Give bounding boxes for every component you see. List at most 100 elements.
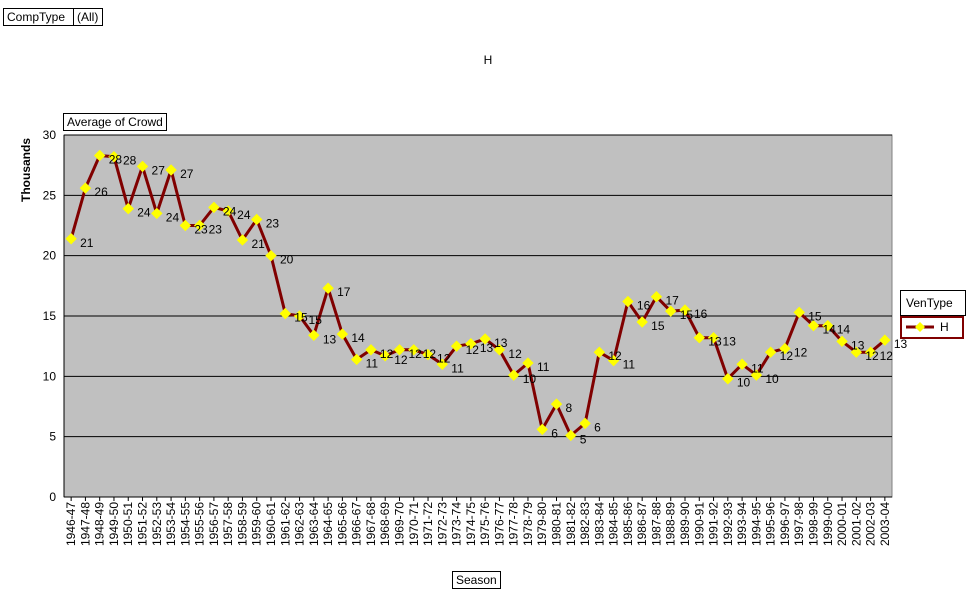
data-label: 21 [80, 236, 94, 250]
x-tick-label: 1991-92 [707, 502, 721, 546]
data-point [393, 344, 406, 356]
y-tick-label: 20 [43, 249, 57, 263]
x-tick-label: 1973-74 [450, 502, 464, 546]
legend-field-button[interactable]: VenType [900, 290, 966, 316]
x-tick-label: 1971-72 [421, 502, 435, 546]
data-label: 15 [309, 313, 323, 327]
data-point [879, 334, 891, 346]
x-tick-label: 2001-02 [849, 502, 863, 546]
data-field-button[interactable]: Average of Crowd [63, 113, 167, 131]
data-point [265, 249, 277, 262]
x-tick-label: 1946-47 [64, 502, 78, 546]
data-label: 12 [437, 352, 451, 366]
x-tick-label: 1978-79 [521, 502, 535, 546]
data-label: 15 [680, 308, 694, 322]
data-label: 23 [266, 216, 280, 230]
data-label: 5 [580, 432, 587, 446]
data-point [236, 234, 249, 246]
x-tick-label: 1983-84 [592, 502, 606, 546]
x-tick-label: 1965-66 [335, 502, 349, 546]
series-markers [65, 149, 891, 442]
y-tick-label: 15 [43, 309, 57, 323]
x-tick-label: 1992-93 [721, 502, 735, 546]
x-tick-label: 1961-62 [278, 502, 292, 546]
x-tick-label: 1990-91 [692, 502, 706, 546]
x-tick-label: 1957-58 [221, 502, 235, 546]
data-label: 24 [237, 208, 251, 222]
legend-swatch-marker [915, 322, 925, 332]
data-label: 15 [808, 309, 822, 323]
x-tick-label: 1950-51 [121, 502, 135, 546]
x-tick-label: 1999-00 [821, 502, 835, 546]
x-tick-label: 1956-57 [207, 502, 221, 546]
data-point [722, 373, 734, 385]
data-label: 21 [251, 237, 265, 251]
data-point [779, 342, 791, 355]
filter-field-label[interactable]: CompType [3, 8, 75, 26]
data-label: 11 [751, 361, 764, 375]
y-tick-label: 0 [49, 490, 56, 504]
data-label: 28 [123, 154, 137, 168]
y-tick-label: 10 [43, 369, 57, 383]
data-point [636, 316, 648, 328]
x-tick-label: 1962-63 [293, 502, 307, 546]
data-point [122, 202, 134, 215]
data-label: 12 [394, 353, 408, 367]
x-tick-label: 1969-70 [392, 502, 406, 546]
data-point [607, 354, 620, 367]
data-point [93, 149, 106, 162]
data-point [550, 398, 563, 410]
data-point [507, 369, 520, 381]
x-tick-label: 1974-75 [464, 502, 478, 546]
x-tick-label: 1987-88 [649, 502, 663, 546]
data-label: 13 [323, 332, 337, 346]
data-label: 6 [594, 420, 601, 434]
series-line-h [69, 154, 886, 437]
data-label: 13 [494, 336, 508, 350]
data-label: 11 [451, 361, 464, 375]
data-point [679, 304, 691, 316]
data-label: 13 [708, 335, 722, 349]
data-label: 12 [408, 347, 422, 361]
x-tick-label: 1980-81 [550, 502, 564, 546]
filter-value-dropdown[interactable]: (All) [73, 8, 103, 26]
data-label: 13 [894, 337, 908, 351]
data-point [493, 344, 506, 356]
x-tick-label: 1953-54 [164, 502, 178, 546]
x-tick-label: 1952-53 [150, 502, 164, 546]
data-point [308, 329, 320, 342]
data-point [764, 346, 777, 358]
data-point [650, 290, 663, 303]
data-label: 12 [466, 343, 480, 357]
data-point [422, 348, 434, 361]
data-label: 12 [380, 347, 394, 361]
x-tick-label: 1963-64 [307, 502, 321, 546]
data-point [193, 219, 206, 232]
x-tick-label: 1996-97 [778, 502, 792, 546]
x-tick-label: 1959-60 [250, 502, 264, 546]
data-label: 12 [423, 347, 437, 361]
data-point [108, 151, 120, 163]
x-tick-label: 1981-82 [564, 502, 578, 546]
legend-swatch [906, 322, 934, 332]
y-tick-label: 5 [49, 430, 56, 444]
x-tick-label: 1954-55 [178, 502, 192, 546]
data-point [336, 328, 349, 340]
data-point [251, 213, 263, 226]
data-point [579, 417, 591, 430]
data-point [408, 344, 420, 356]
data-point [807, 319, 820, 332]
y-axis-title: Thousands [19, 138, 33, 202]
data-label: 11 [623, 358, 636, 372]
data-label: 14 [351, 331, 365, 345]
x-axis-field-button[interactable]: Season [452, 571, 501, 589]
x-tick-label: 1966-67 [350, 502, 364, 546]
y-axis-ticks: 0 5 10 15 20 25 30 [43, 128, 57, 504]
data-label: 10 [523, 372, 537, 386]
data-point [850, 346, 863, 358]
y-tick-label: 30 [43, 128, 57, 142]
data-label: 24 [137, 206, 151, 220]
data-label: 6 [551, 426, 558, 440]
data-label: 10 [737, 376, 751, 390]
